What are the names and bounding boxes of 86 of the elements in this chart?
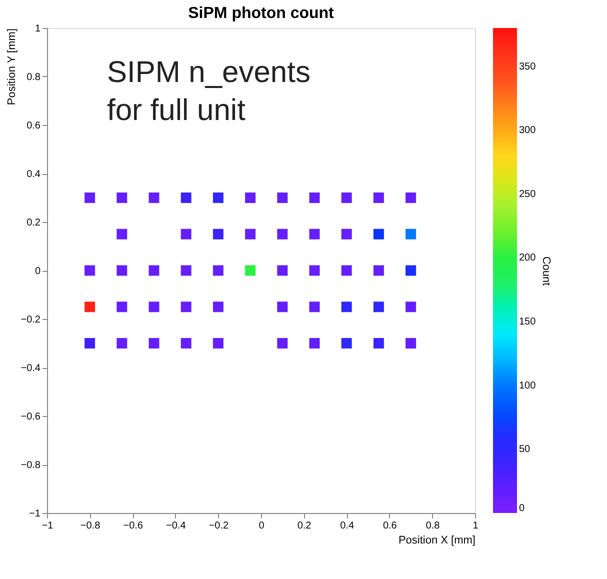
point <box>148 192 160 203</box>
point <box>277 265 288 276</box>
y-tick-label: 0.2 <box>26 218 41 228</box>
annotation: SIPM n_events for full unit <box>107 56 310 127</box>
point <box>309 302 320 312</box>
y-tick-label: −0.2 <box>20 314 41 326</box>
point <box>373 228 384 240</box>
point <box>277 302 288 312</box>
y-tick-label: 0.6 <box>26 120 41 132</box>
point <box>309 265 320 276</box>
point <box>148 302 160 312</box>
point <box>341 192 352 203</box>
y-tick-label: −0.4 <box>20 363 41 374</box>
y-tick-label: 0.8 <box>26 72 41 83</box>
y-tick-label: 0 <box>34 266 41 277</box>
x-tick-label: 0 <box>258 520 265 532</box>
point <box>341 265 352 276</box>
color-bar-label: 300 <box>519 125 536 136</box>
point <box>116 302 128 312</box>
point <box>180 302 192 312</box>
x-tick-label: 0.2 <box>297 520 312 532</box>
y-axis-title: Position Y [mm] <box>6 28 18 106</box>
x-tick-label: 1 <box>472 520 479 532</box>
x-tick-label: −0.8 <box>80 520 101 532</box>
y-tick-label: 1 <box>34 24 41 34</box>
point <box>212 228 224 240</box>
point <box>148 338 160 348</box>
point <box>180 228 192 240</box>
point <box>373 302 384 312</box>
color-bar-label: 100 <box>519 380 536 392</box>
point <box>84 302 96 312</box>
y-tick-label: −0.6 <box>20 412 41 422</box>
color-bar-label: 250 <box>519 188 536 200</box>
point <box>245 192 256 203</box>
point <box>180 338 192 348</box>
point <box>245 265 256 276</box>
point <box>341 302 352 312</box>
x-tick-label: 0.4 <box>340 520 354 532</box>
point <box>277 338 288 348</box>
point <box>373 265 384 276</box>
point <box>148 265 160 276</box>
point <box>341 228 352 240</box>
point <box>212 302 224 312</box>
point <box>84 192 96 203</box>
point <box>406 192 416 203</box>
point <box>212 265 224 276</box>
point <box>116 228 128 240</box>
x-tick-label: −1 <box>42 520 54 532</box>
point <box>341 338 352 348</box>
color-bar-label: 0 <box>519 503 525 514</box>
point <box>277 228 288 240</box>
point <box>406 302 416 312</box>
point <box>84 338 96 348</box>
point <box>180 265 192 276</box>
x-tick-label: −0.4 <box>166 520 186 532</box>
point <box>406 265 416 276</box>
point <box>309 228 320 240</box>
point <box>406 228 416 240</box>
point <box>309 338 320 348</box>
point <box>116 265 128 276</box>
point <box>116 338 128 348</box>
color-bar-label: 50 <box>519 444 531 456</box>
point <box>277 192 288 203</box>
point <box>406 338 416 348</box>
color-bar-label: 150 <box>519 316 536 328</box>
y-tick-label: −0.8 <box>20 460 41 471</box>
color-bar-label: 200 <box>519 252 536 264</box>
point <box>373 338 384 348</box>
point <box>116 192 128 203</box>
color-bar-label: 350 <box>519 61 536 72</box>
chart-title: SiPM photon count <box>188 5 335 22</box>
point <box>84 265 96 276</box>
color-bar-title: Count <box>540 256 552 286</box>
point <box>309 192 320 203</box>
point <box>212 192 224 203</box>
point <box>180 192 192 203</box>
y-tick-label: 0.4 <box>26 169 41 180</box>
point <box>245 228 256 240</box>
x-tick-label: −0.6 <box>123 520 144 532</box>
x-tick-label: 0.8 <box>426 520 440 532</box>
x-axis-title: Position X [mm] <box>398 534 476 546</box>
y-tick-label: −1 <box>29 508 41 520</box>
point <box>373 192 384 203</box>
point <box>212 338 224 348</box>
x-tick-label: −0.2 <box>208 520 230 532</box>
x-tick-label: 0.6 <box>382 520 398 532</box>
